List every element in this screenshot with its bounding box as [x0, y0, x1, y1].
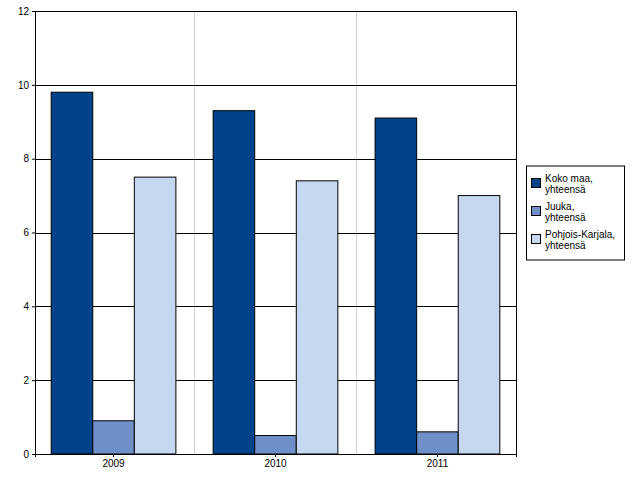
- bar: [375, 118, 417, 454]
- plot: 0 2 4 6 8 10 12 2009 2010 2011: [18, 6, 517, 469]
- bar: [93, 421, 135, 454]
- grid-line: [35, 159, 516, 160]
- x-tick: 2009: [102, 454, 125, 469]
- x-tick-label: 2010: [264, 458, 287, 469]
- grid: [35, 12, 516, 455]
- plot-background: [35, 11, 516, 454]
- y-tick-mark: [32, 454, 35, 455]
- y-tick: 6: [23, 227, 35, 238]
- bar: [458, 196, 500, 454]
- x-tick-label: 2009: [102, 458, 125, 469]
- bar: [213, 111, 255, 454]
- y-tick-mark: [32, 85, 35, 86]
- category-separator: [194, 11, 195, 454]
- y-tick-mark: [32, 11, 35, 12]
- bar: [417, 432, 459, 454]
- y-tick-mark: [32, 233, 35, 234]
- x-tick: 2011: [427, 454, 449, 469]
- y-tick-label: 4: [23, 301, 29, 312]
- bar: [255, 436, 297, 454]
- x-tick-mark: [113, 454, 114, 457]
- y-tick-mark: [32, 380, 35, 381]
- grid-line: [35, 306, 516, 307]
- y-tick-label: 6: [23, 227, 29, 238]
- x-tick-mark: [437, 454, 438, 457]
- x-axis-line: [36, 455, 517, 458]
- y-tick-label: 12: [18, 6, 30, 17]
- y-tick: 4: [23, 301, 35, 312]
- y-tick: 2: [23, 375, 35, 386]
- y-tick: 10: [18, 80, 35, 91]
- category-separator: [356, 11, 357, 454]
- y-tick: 8: [23, 153, 35, 164]
- bars: [51, 92, 500, 454]
- y-tick-mark: [32, 306, 35, 307]
- bar: [51, 92, 93, 454]
- y-axis-line: [32, 12, 36, 455]
- plot-frame: [36, 12, 517, 455]
- legend: Koko maa,yhteensä Juuka,yhteensä Pohjois-K…: [527, 166, 625, 260]
- bar: [296, 181, 338, 454]
- x-tick-mark: [275, 454, 276, 457]
- x-tick-label: 2011: [427, 458, 449, 469]
- bar: [134, 177, 176, 454]
- y-tick: 12: [18, 6, 35, 17]
- y-tick-label: 2: [23, 375, 29, 386]
- y-tick-label: 0: [23, 449, 29, 460]
- x-axis: 2009 2010 2011: [36, 454, 517, 469]
- y-tick-mark: [32, 159, 35, 160]
- grid-line: [35, 233, 516, 234]
- legend-swatch: [532, 179, 541, 188]
- x-tick: 2010: [264, 454, 287, 469]
- legend-label: Pohjois-Karjala,yhteensä: [545, 229, 615, 251]
- y-tick: 0: [23, 449, 35, 460]
- y-axis: 0 2 4 6 8 10 12: [18, 6, 36, 460]
- grid-line: [35, 380, 516, 381]
- grid-line: [35, 85, 516, 86]
- y-tick-label: 10: [18, 80, 30, 91]
- legend-box: [527, 166, 625, 260]
- legend-swatch: [532, 207, 541, 216]
- legend-swatch: [532, 235, 541, 244]
- legend-label: Juuka,yhteensä: [545, 201, 586, 223]
- legend-label: Koko maa,yhteensä: [545, 173, 593, 195]
- chart: 0 2 4 6 8 10 12 2009 2010 2011 Koko maa,yhteensä Ju…: [0, 0, 640, 480]
- y-tick-label: 8: [23, 153, 29, 164]
